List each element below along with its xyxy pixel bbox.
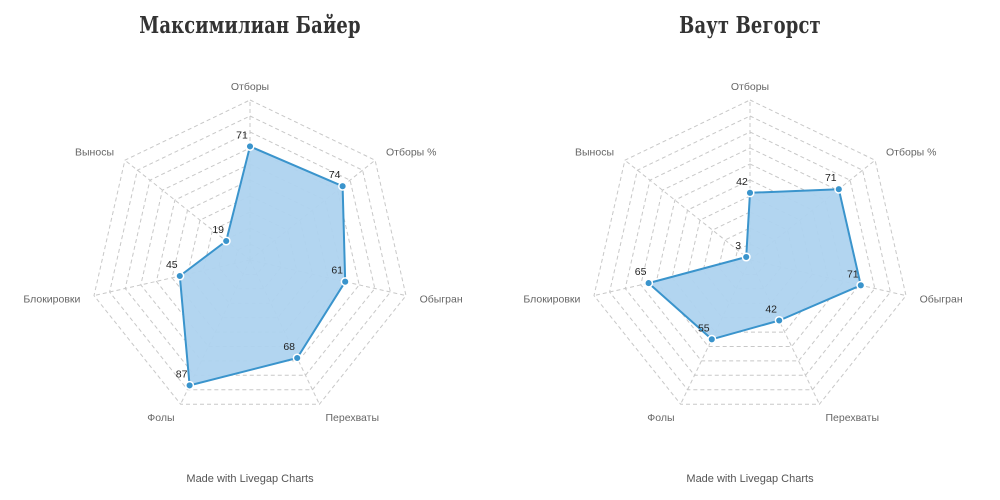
axis-label: Блокировки	[23, 294, 80, 306]
grid-ring	[624, 131, 876, 376]
series-area	[647, 188, 862, 341]
chart-title: Максимилиан Байер	[139, 12, 361, 39]
data-point[interactable]	[245, 141, 255, 151]
grid-ring	[718, 227, 782, 290]
axis-labels: Отборы Отборы % Обыгран Перехваты Фолы Блокир…	[23, 81, 462, 424]
data-label: 74	[329, 169, 341, 181]
data-point[interactable]	[774, 315, 784, 326]
grid-spoke	[624, 159, 751, 261]
axis-label: Отборы	[231, 81, 269, 93]
axis-label: Отборы %	[886, 147, 936, 159]
radar-panel-right: Ваут Вегорст Отборы Отборы % Обыгран Перехв…	[500, 0, 1000, 500]
grid-ring	[655, 163, 845, 347]
grid-ring	[155, 163, 345, 347]
axis-label: Обыгран	[920, 294, 963, 306]
footer-credit[interactable]: Made with Livegap Charts	[686, 473, 814, 485]
data-label: 3	[735, 240, 741, 252]
data-label: 65	[635, 266, 647, 278]
chart-title: Ваут Вегорст	[679, 12, 821, 39]
data-label: 45	[166, 259, 178, 271]
radar-chart: Отборы Отборы % Обыгран Перехваты Фолы Блокир…	[23, 81, 462, 424]
data-point[interactable]	[707, 334, 717, 344]
data-label: 61	[331, 265, 343, 277]
grid-spoke	[93, 259, 251, 297]
data-label: 71	[847, 268, 859, 280]
axis-label: Перехваты	[326, 412, 380, 424]
data-label: 42	[736, 176, 748, 188]
grid-spoke	[124, 159, 251, 261]
data-label: 68	[283, 341, 295, 353]
axis-label: Обыгран	[420, 294, 463, 306]
axis-label: Выносы	[575, 147, 614, 159]
axis-label: Отборы	[731, 81, 769, 93]
grid-ring	[593, 99, 907, 405]
data-point[interactable]	[221, 236, 231, 246]
data-point[interactable]	[856, 280, 866, 290]
axis-labels: Отборы Отборы % Обыгран Перехваты Фолы Блокир…	[523, 81, 962, 424]
data-label: 71	[236, 129, 248, 141]
grid-ring	[93, 99, 407, 405]
grid-ring	[109, 115, 391, 391]
radar-chart: Отборы Отборы % Обыгран Перехваты Фолы Блокир…	[523, 81, 962, 424]
footer-credit[interactable]: Made with Livegap Charts	[186, 473, 314, 485]
radar-panel-left: Максимилиан Байер Отборы Отборы % Обыгран П…	[23, 12, 462, 485]
axis-label: Фолы	[647, 412, 674, 424]
data-point[interactable]	[741, 252, 751, 262]
axis-label: Выносы	[75, 147, 114, 159]
data-point[interactable]	[745, 188, 755, 198]
data-point[interactable]	[340, 277, 350, 287]
series-area	[178, 145, 347, 387]
grid-ring	[124, 131, 376, 376]
data-point[interactable]	[185, 380, 195, 390]
data-label: 87	[176, 368, 188, 380]
data-point[interactable]	[644, 278, 654, 288]
data-label: 71	[825, 172, 837, 184]
data-point[interactable]	[292, 353, 302, 363]
axis-label: Перехваты	[826, 412, 880, 424]
data-point[interactable]	[834, 184, 844, 194]
data-point[interactable]	[175, 271, 185, 281]
data-label: 55	[698, 322, 710, 334]
data-label: 19	[212, 224, 224, 236]
data-label: 42	[765, 304, 777, 316]
grid-ring	[609, 115, 891, 391]
data-point[interactable]	[338, 181, 348, 191]
axis-label: Отборы %	[386, 147, 436, 159]
grid-spoke	[749, 259, 820, 405]
axis-label: Блокировки	[523, 294, 580, 306]
axis-label: Фолы	[147, 412, 174, 424]
